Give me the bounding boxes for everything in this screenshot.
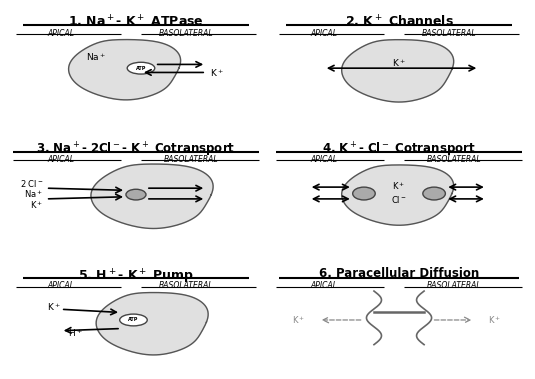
Text: 2 Cl$^-$: 2 Cl$^-$ (20, 179, 43, 190)
Text: Na$^+$: Na$^+$ (86, 52, 106, 63)
Ellipse shape (353, 187, 375, 200)
Text: K$^+$: K$^+$ (47, 301, 61, 313)
Text: APICAL: APICAL (47, 155, 74, 164)
Polygon shape (342, 165, 454, 225)
Text: K$^+$: K$^+$ (393, 180, 406, 192)
Text: 2. K$^+$ Channels: 2. K$^+$ Channels (345, 14, 454, 30)
Text: APICAL: APICAL (47, 281, 74, 290)
Text: BASOLATERAL: BASOLATERAL (422, 28, 477, 38)
Circle shape (127, 62, 155, 74)
Text: H$^+$: H$^+$ (68, 327, 83, 339)
Text: BASOLATERAL: BASOLATERAL (427, 155, 482, 164)
Text: K$^+$: K$^+$ (210, 68, 224, 79)
Text: ATP: ATP (136, 66, 146, 70)
Text: K$^+$: K$^+$ (392, 57, 406, 69)
Text: BASOLATERAL: BASOLATERAL (159, 28, 213, 38)
Text: Na$^+$: Na$^+$ (24, 189, 43, 200)
Text: APICAL: APICAL (310, 28, 338, 38)
Ellipse shape (423, 187, 445, 200)
Ellipse shape (126, 189, 146, 200)
Text: APICAL: APICAL (310, 281, 338, 290)
Text: K$^+$: K$^+$ (30, 199, 43, 211)
Text: 3. Na$^+$- 2Cl$^-$- K$^+$ Cotransport: 3. Na$^+$- 2Cl$^-$- K$^+$ Cotransport (36, 141, 235, 159)
Circle shape (120, 314, 147, 326)
Polygon shape (91, 164, 213, 229)
Text: BASOLATERAL: BASOLATERAL (159, 281, 213, 290)
Text: 1. Na$^+$- K$^+$ ATPase: 1. Na$^+$- K$^+$ ATPase (68, 14, 204, 30)
Text: 6. Paracellular Diffusion: 6. Paracellular Diffusion (319, 268, 479, 280)
Text: APICAL: APICAL (47, 28, 74, 38)
Text: K$^+$: K$^+$ (292, 314, 305, 326)
Text: K$^+$: K$^+$ (488, 314, 501, 326)
Text: BASOLATERAL: BASOLATERAL (427, 281, 482, 290)
Text: BASOLATERAL: BASOLATERAL (164, 155, 218, 164)
Text: APICAL: APICAL (310, 155, 338, 164)
Text: Cl$^-$: Cl$^-$ (391, 194, 407, 205)
Polygon shape (68, 39, 181, 100)
Text: 5. H$^+$- K$^+$ Pump: 5. H$^+$- K$^+$ Pump (78, 268, 194, 286)
Text: 4. K$^+$- Cl$^-$ Cotransport: 4. K$^+$- Cl$^-$ Cotransport (322, 141, 476, 159)
Polygon shape (342, 40, 454, 102)
Polygon shape (96, 293, 208, 355)
Text: ATP: ATP (128, 318, 139, 323)
